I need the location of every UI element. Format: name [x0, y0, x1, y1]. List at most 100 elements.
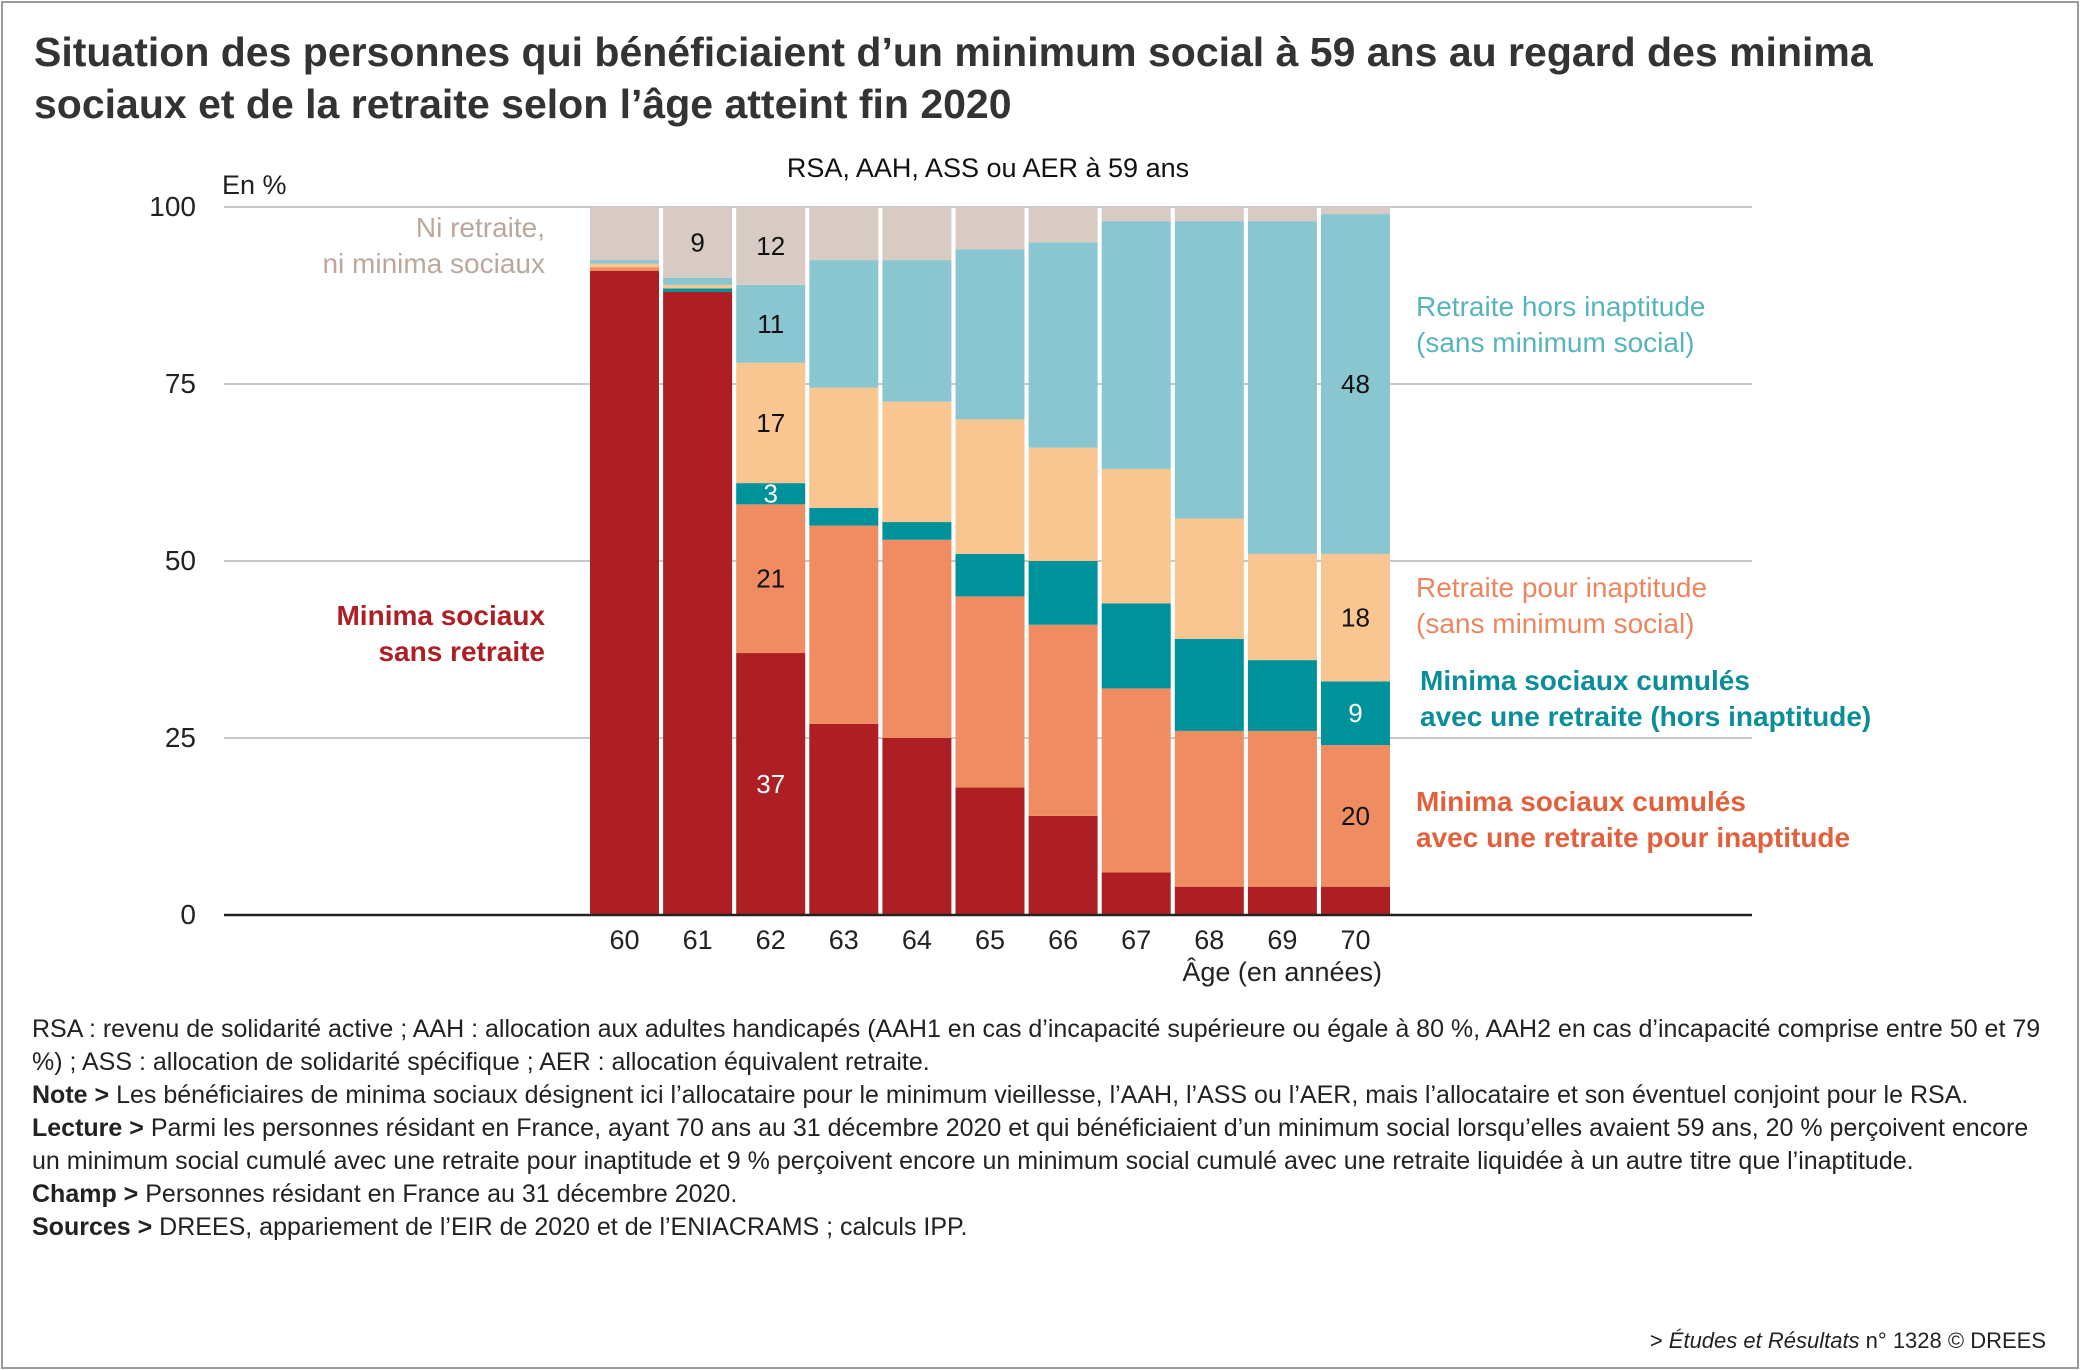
bar-segment-ri — [809, 387, 879, 508]
bar-segment-rh — [590, 260, 659, 264]
bar-segment-msrh — [663, 288, 733, 292]
data-label: 3 — [763, 479, 777, 509]
bar-segment-ri — [663, 284, 733, 289]
y-tick-label: 50 — [165, 545, 196, 576]
bar-segment-ms — [955, 787, 1025, 915]
series-label-msrh: avec une retraite (hors inaptitude) — [1420, 701, 1871, 732]
credit-prefix: > — [1649, 1328, 1669, 1353]
bar-segment-rh — [809, 260, 879, 388]
y-axis-unit: En % — [222, 170, 287, 200]
x-tick-label: 69 — [1267, 925, 1297, 955]
bar-segment-msri — [590, 267, 659, 271]
x-tick-label: 65 — [975, 925, 1005, 955]
bar-segment-ms — [1174, 886, 1244, 915]
bar-segment-msri — [1101, 688, 1171, 873]
x-tick-label: 61 — [683, 925, 713, 955]
data-label: 21 — [756, 564, 785, 594]
chart-footnotes: RSA : revenu de solidarité active ; AAH … — [32, 1013, 2042, 1244]
bar-segment-ni — [955, 207, 1025, 250]
bar-segment-msrh — [736, 483, 806, 505]
bar-segment-ni — [1101, 207, 1171, 222]
series-label-ni: Ni retraite, — [416, 212, 545, 243]
y-tick-label: 100 — [149, 191, 196, 222]
publication-credit: > Études et Résultats n° 1328 © DREES — [1650, 1328, 2046, 1354]
bar-segment-ms — [882, 738, 952, 915]
series-label-msrh: Minima sociaux cumulés — [1420, 665, 1750, 696]
bar-segment-msrh — [1247, 660, 1317, 731]
series-label-rh: Retraite hors inaptitude — [1416, 291, 1706, 322]
data-label: 20 — [1341, 801, 1370, 831]
bar-segment-rh — [736, 284, 806, 363]
bar-segment-ri — [882, 401, 952, 523]
series-label-ms: Minima sociaux — [336, 600, 545, 631]
bar-segment-rh — [1101, 221, 1171, 469]
x-tick-label: 66 — [1048, 925, 1078, 955]
bar-segment-rh — [1028, 242, 1098, 448]
bar-segment-ni — [1174, 207, 1244, 222]
x-tick-label: 64 — [902, 925, 932, 955]
bar-segment-ms — [809, 723, 879, 915]
y-tick-label: 75 — [165, 368, 196, 399]
bar-segment-msri — [1174, 730, 1244, 887]
bar-segment-ri — [1321, 553, 1390, 682]
footnote-note: Note > Les bénéficiaires de minima socia… — [32, 1079, 2042, 1112]
bar-segment-ni — [1321, 207, 1390, 215]
footnote-sources: Sources > DREES, appariement de l’EIR de… — [32, 1211, 2042, 1244]
bar-segment-msrh — [1321, 681, 1390, 746]
footnote-sources-text: DREES, appariement de l’EIR de 2020 et d… — [159, 1213, 968, 1241]
footnote-lecture: Lecture > Parmi les personnes résidant e… — [32, 1112, 2042, 1178]
bar-segment-ms — [1028, 815, 1098, 915]
data-label: 48 — [1341, 369, 1370, 399]
bar-segment-rh — [1247, 221, 1317, 554]
chart-subtitle: RSA, AAH, ASS ou AER à 59 ans — [787, 153, 1189, 183]
bar-segment-msri — [955, 596, 1025, 788]
bar-segment-msrh — [1101, 603, 1171, 689]
stacked-bar-chart: 0 25 50 75 100 En % RSA, AAH, ASS ou AER à 59 … — [149, 153, 1871, 987]
bar-segment-ms — [736, 653, 806, 915]
bar-segment-ri — [1028, 447, 1098, 561]
bar-segment-ri — [1101, 468, 1171, 604]
bar-segment-ni — [736, 207, 806, 285]
data-label: 9 — [1348, 698, 1362, 728]
footnote-champ: Champ > Personnes résidant en France au … — [32, 1178, 2042, 1211]
series-label-ri: Retraite pour inaptitude — [1416, 572, 1707, 603]
x-tick-label: 62 — [756, 925, 786, 955]
bar-segment-rh — [663, 277, 733, 285]
bar-segment-ms — [1101, 872, 1171, 915]
credit-suffix: n° 1328 © DREES — [1859, 1328, 2046, 1353]
bar-segment-msrh — [1174, 638, 1244, 731]
bar-segment-msrh — [955, 553, 1025, 597]
data-label: 18 — [1341, 603, 1370, 633]
x-tick-label: 63 — [829, 925, 859, 955]
bar-segment-rh — [1321, 214, 1390, 554]
x-tick-label: 68 — [1194, 925, 1224, 955]
bar-segment-ri — [955, 419, 1025, 554]
data-label: 17 — [756, 408, 785, 438]
data-label: 9 — [690, 227, 704, 257]
series-label-ri: (sans minimum social) — [1416, 608, 1695, 639]
bar-segment-rh — [955, 249, 1025, 420]
bar-segment-ni — [663, 207, 733, 278]
chart-title: Situation des personnes qui bénéficiaien… — [34, 29, 1873, 127]
bar-segment-rh — [1174, 221, 1244, 519]
data-label: 12 — [756, 231, 785, 261]
series-label-rh: (sans minimum social) — [1416, 327, 1695, 358]
bar-segment-ms — [1321, 886, 1390, 915]
series-label-msri: Minima sociaux cumulés — [1416, 786, 1746, 817]
bar-segment-ni — [1028, 207, 1098, 243]
series-label-msri: avec une retraite pour inaptitude — [1416, 822, 1850, 853]
data-label: 37 — [756, 769, 785, 799]
bar-segment-ri — [1174, 518, 1244, 639]
footnote-definitions: RSA : revenu de solidarité active ; AAH … — [32, 1015, 2041, 1076]
bar-segment-ni — [882, 207, 952, 261]
series-label-ni: ni minima sociaux — [322, 248, 545, 279]
footnote-lecture-label: Lecture > — [32, 1114, 144, 1142]
bar-segment-ms — [590, 270, 659, 916]
bar-segment-msri — [736, 504, 806, 654]
credit-publication: Études et Résultats — [1668, 1328, 1860, 1353]
x-tick-label: 67 — [1121, 925, 1151, 955]
footnote-lecture-text: Parmi les personnes résidant en France, … — [32, 1114, 2029, 1175]
x-tick-label: 70 — [1340, 925, 1370, 955]
bar-segment-ni — [590, 207, 659, 261]
